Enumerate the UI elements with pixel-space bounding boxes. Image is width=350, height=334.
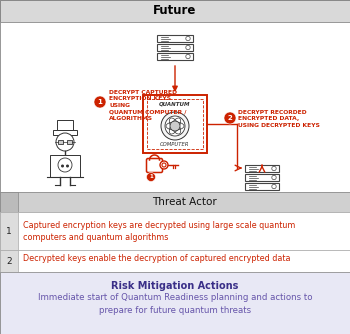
Text: Future: Future [153, 4, 197, 17]
Circle shape [186, 54, 190, 59]
Text: COMPUTER: COMPUTER [160, 143, 190, 148]
Circle shape [66, 165, 69, 167]
Bar [0, 192, 350, 212]
Bar [0, 212, 350, 250]
Bar [53, 130, 77, 135]
Text: Risk Mitigation Actions: Risk Mitigation Actions [111, 281, 239, 291]
Text: Decrypted keys enable the decryption of captured encrypted data: Decrypted keys enable the decryption of … [23, 254, 290, 263]
Bar [143, 95, 207, 153]
Bar [0, 0, 350, 22]
Circle shape [56, 133, 74, 151]
Bar [50, 155, 80, 177]
Text: DECRYPT RECORDED
ENCRYPTED DATA,
USING DECRYPTED KEYS: DECRYPT RECORDED ENCRYPTED DATA, USING D… [238, 110, 320, 128]
Circle shape [61, 165, 64, 167]
Text: DECRYPT CAPTURED
ENCRYPTION KEYS
USING
QUANTUM COMPUTER /
ALGORITHMS: DECRYPT CAPTURED ENCRYPTION KEYS USING Q… [109, 90, 187, 121]
Circle shape [272, 166, 276, 171]
Bar [147, 99, 203, 149]
Text: 1: 1 [6, 226, 12, 235]
Circle shape [272, 184, 276, 189]
Bar [245, 183, 279, 190]
Text: 1: 1 [98, 99, 103, 105]
Bar [157, 44, 193, 51]
Bar [0, 192, 18, 212]
Circle shape [165, 116, 185, 136]
Circle shape [186, 36, 190, 41]
Bar [157, 35, 193, 42]
Text: Immediate start of Quantum Readiness planning and actions to
prepare for future : Immediate start of Quantum Readiness pla… [38, 293, 312, 315]
Text: Threat Actor: Threat Actor [152, 197, 216, 207]
Circle shape [162, 163, 166, 167]
Text: 2: 2 [228, 115, 232, 121]
Text: 1: 1 [149, 174, 153, 179]
Text: 2: 2 [6, 257, 12, 266]
Circle shape [170, 121, 180, 131]
Bar [245, 165, 279, 172]
Bar [67, 140, 72, 144]
Bar [58, 140, 63, 144]
Circle shape [94, 96, 106, 108]
Bar [157, 53, 193, 60]
Text: Captured encryption keys are decrypted using large scale quantum
computers and q: Captured encryption keys are decrypted u… [23, 221, 295, 242]
Bar [0, 250, 18, 272]
Circle shape [147, 172, 155, 181]
Circle shape [224, 112, 236, 124]
Circle shape [272, 175, 276, 180]
Bar [0, 212, 18, 250]
Bar [0, 272, 350, 334]
Bar [0, 250, 350, 272]
Circle shape [58, 158, 72, 172]
Circle shape [160, 161, 168, 169]
Circle shape [186, 45, 190, 50]
FancyBboxPatch shape [147, 159, 162, 172]
Bar [57, 120, 73, 130]
Text: QUANTUM: QUANTUM [159, 102, 191, 107]
Circle shape [161, 112, 189, 140]
Bar [0, 22, 350, 192]
Bar [245, 174, 279, 181]
